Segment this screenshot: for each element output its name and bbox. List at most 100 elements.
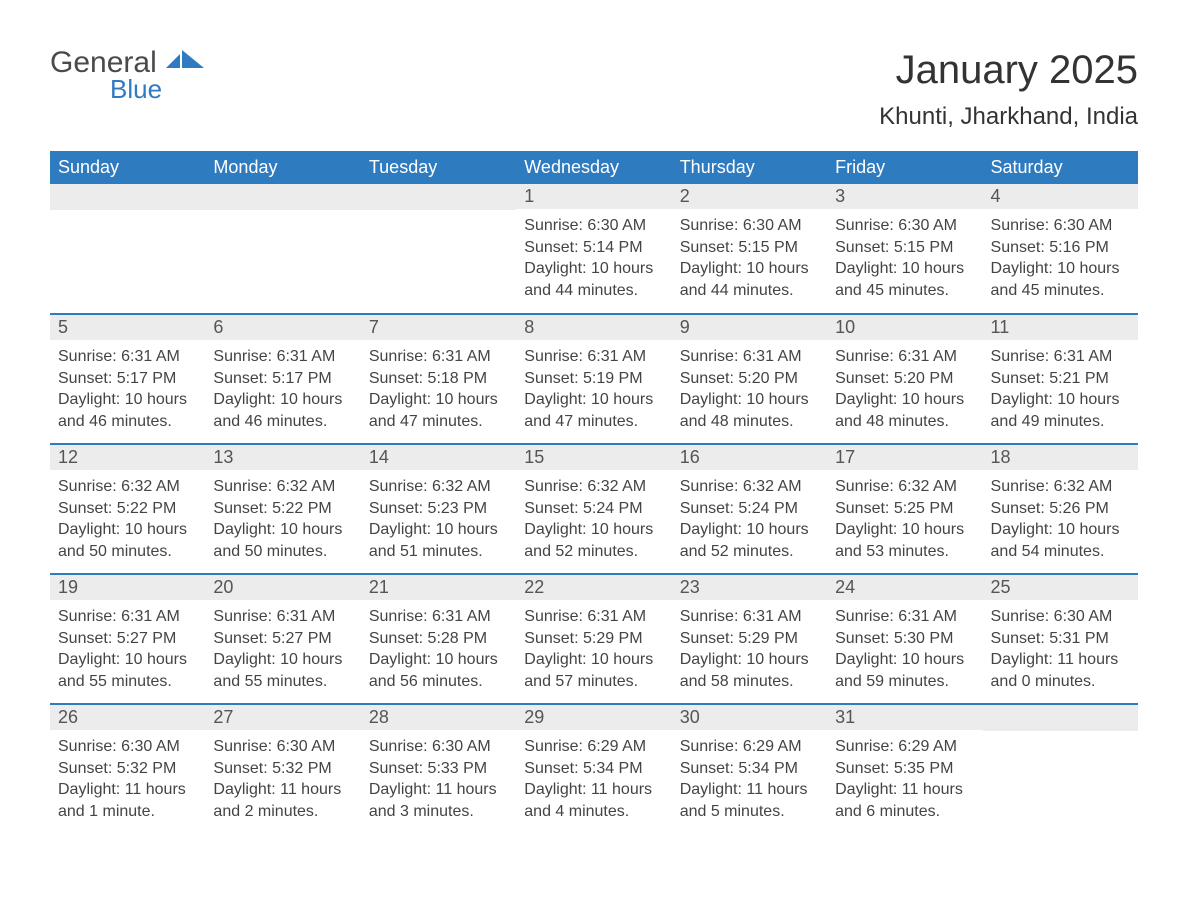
sunset-line: Sunset: 5:21 PM [991, 368, 1130, 390]
brand-name-line2: Blue [110, 74, 162, 105]
sunrise-line: Sunrise: 6:31 AM [213, 606, 352, 628]
sunset-line: Sunset: 5:17 PM [213, 368, 352, 390]
day-cell: 11Sunrise: 6:31 AMSunset: 5:21 PMDayligh… [983, 314, 1138, 444]
day-cell: 19Sunrise: 6:31 AMSunset: 5:27 PMDayligh… [50, 574, 205, 704]
sunrise-line: Sunrise: 6:30 AM [58, 736, 197, 758]
day-cell: 30Sunrise: 6:29 AMSunset: 5:34 PMDayligh… [672, 704, 827, 834]
day-details: Sunrise: 6:30 AMSunset: 5:32 PMDaylight:… [205, 730, 360, 828]
day-details: Sunrise: 6:30 AMSunset: 5:16 PMDaylight:… [983, 209, 1138, 307]
sunset-line: Sunset: 5:26 PM [991, 498, 1130, 520]
brand-mark-icon [166, 48, 206, 78]
day-cell: 16Sunrise: 6:32 AMSunset: 5:24 PMDayligh… [672, 444, 827, 574]
day-details: Sunrise: 6:30 AMSunset: 5:32 PMDaylight:… [50, 730, 205, 828]
day-details: Sunrise: 6:32 AMSunset: 5:22 PMDaylight:… [50, 470, 205, 568]
day-cell: 22Sunrise: 6:31 AMSunset: 5:29 PMDayligh… [516, 574, 671, 704]
day-details: Sunrise: 6:30 AMSunset: 5:31 PMDaylight:… [983, 600, 1138, 698]
sunrise-line: Sunrise: 6:32 AM [369, 476, 508, 498]
day-cell: 29Sunrise: 6:29 AMSunset: 5:34 PMDayligh… [516, 704, 671, 834]
title-block: January 2025 Khunti, Jharkhand, India [879, 48, 1138, 131]
day-number: 10 [827, 315, 982, 340]
day-number [983, 705, 1138, 731]
sunrise-line: Sunrise: 6:31 AM [991, 346, 1130, 368]
day-details: Sunrise: 6:30 AMSunset: 5:14 PMDaylight:… [516, 209, 671, 307]
week-row: 26Sunrise: 6:30 AMSunset: 5:32 PMDayligh… [50, 704, 1138, 834]
day-cell: 21Sunrise: 6:31 AMSunset: 5:28 PMDayligh… [361, 574, 516, 704]
daylight-line: Daylight: 10 hours and 45 minutes. [835, 258, 974, 301]
sunrise-line: Sunrise: 6:29 AM [524, 736, 663, 758]
day-details: Sunrise: 6:29 AMSunset: 5:35 PMDaylight:… [827, 730, 982, 828]
daylight-line: Daylight: 10 hours and 53 minutes. [835, 519, 974, 562]
day-cell: 7Sunrise: 6:31 AMSunset: 5:18 PMDaylight… [361, 314, 516, 444]
daylight-line: Daylight: 10 hours and 58 minutes. [680, 649, 819, 692]
day-number: 7 [361, 315, 516, 340]
sunset-line: Sunset: 5:34 PM [680, 758, 819, 780]
day-number: 29 [516, 705, 671, 730]
day-cell: 6 Sunrise: 6:31 AMSunset: 5:17 PMDaylight… [205, 314, 360, 444]
day-number: 23 [672, 575, 827, 600]
day-number: 5 [50, 315, 205, 340]
sunrise-line: Sunrise: 6:31 AM [58, 606, 197, 628]
sunrise-line: Sunrise: 6:31 AM [213, 346, 352, 368]
weekday-header: Saturday [983, 151, 1138, 184]
day-number: 28 [361, 705, 516, 730]
day-number: 12 [50, 445, 205, 470]
sunset-line: Sunset: 5:29 PM [680, 628, 819, 650]
daylight-line: Daylight: 10 hours and 50 minutes. [58, 519, 197, 562]
daylight-line: Daylight: 11 hours and 3 minutes. [369, 779, 508, 822]
daylight-line: Daylight: 10 hours and 46 minutes. [213, 389, 352, 432]
sunset-line: Sunset: 5:22 PM [213, 498, 352, 520]
day-details: Sunrise: 6:32 AMSunset: 5:25 PMDaylight:… [827, 470, 982, 568]
day-cell: 17Sunrise: 6:32 AMSunset: 5:25 PMDayligh… [827, 444, 982, 574]
sunrise-line: Sunrise: 6:32 AM [680, 476, 819, 498]
sunset-line: Sunset: 5:16 PM [991, 237, 1130, 259]
sunrise-line: Sunrise: 6:29 AM [835, 736, 974, 758]
day-number: 4 [983, 184, 1138, 209]
weekday-header: Thursday [672, 151, 827, 184]
day-details: Sunrise: 6:31 AMSunset: 5:30 PMDaylight:… [827, 600, 982, 698]
daylight-line: Daylight: 11 hours and 4 minutes. [524, 779, 663, 822]
day-number: 6 [205, 315, 360, 340]
brand-logo: General Blue [50, 48, 206, 105]
day-number [205, 184, 360, 210]
daylight-line: Daylight: 10 hours and 51 minutes. [369, 519, 508, 562]
day-cell [361, 184, 516, 314]
sunrise-line: Sunrise: 6:32 AM [835, 476, 974, 498]
weekday-header: Sunday [50, 151, 205, 184]
sunrise-line: Sunrise: 6:31 AM [680, 346, 819, 368]
day-details: Sunrise: 6:32 AMSunset: 5:24 PMDaylight:… [516, 470, 671, 568]
day-number: 20 [205, 575, 360, 600]
day-cell: 20Sunrise: 6:31 AMSunset: 5:27 PMDayligh… [205, 574, 360, 704]
day-cell: 25Sunrise: 6:30 AMSunset: 5:31 PMDayligh… [983, 574, 1138, 704]
daylight-line: Daylight: 11 hours and 0 minutes. [991, 649, 1130, 692]
day-details: Sunrise: 6:31 AMSunset: 5:29 PMDaylight:… [672, 600, 827, 698]
day-details: Sunrise: 6:31 AMSunset: 5:20 PMDaylight:… [827, 340, 982, 438]
month-title: January 2025 [879, 48, 1138, 93]
day-cell [50, 184, 205, 314]
sunrise-line: Sunrise: 6:32 AM [991, 476, 1130, 498]
sunset-line: Sunset: 5:27 PM [58, 628, 197, 650]
sunrise-line: Sunrise: 6:31 AM [835, 606, 974, 628]
sunset-line: Sunset: 5:34 PM [524, 758, 663, 780]
day-details: Sunrise: 6:31 AMSunset: 5:17 PMDaylight:… [50, 340, 205, 438]
day-details: Sunrise: 6:31 AMSunset: 5:27 PMDaylight:… [50, 600, 205, 698]
day-cell: 9Sunrise: 6:31 AMSunset: 5:20 PMDaylight… [672, 314, 827, 444]
sunset-line: Sunset: 5:15 PM [680, 237, 819, 259]
day-number [361, 184, 516, 210]
day-number: 8 [516, 315, 671, 340]
weekday-header: Tuesday [361, 151, 516, 184]
daylight-line: Daylight: 10 hours and 44 minutes. [680, 258, 819, 301]
daylight-line: Daylight: 10 hours and 47 minutes. [369, 389, 508, 432]
day-cell: 13Sunrise: 6:32 AMSunset: 5:22 PMDayligh… [205, 444, 360, 574]
daylight-line: Daylight: 10 hours and 47 minutes. [524, 389, 663, 432]
location-subtitle: Khunti, Jharkhand, India [879, 103, 1138, 131]
sunrise-line: Sunrise: 6:31 AM [524, 346, 663, 368]
daylight-line: Daylight: 10 hours and 45 minutes. [991, 258, 1130, 301]
day-details: Sunrise: 6:29 AMSunset: 5:34 PMDaylight:… [672, 730, 827, 828]
day-number: 11 [983, 315, 1138, 340]
sunset-line: Sunset: 5:27 PM [213, 628, 352, 650]
day-number: 30 [672, 705, 827, 730]
day-details: Sunrise: 6:29 AMSunset: 5:34 PMDaylight:… [516, 730, 671, 828]
day-number: 1 [516, 184, 671, 209]
sunset-line: Sunset: 5:19 PM [524, 368, 663, 390]
sunset-line: Sunset: 5:32 PM [213, 758, 352, 780]
